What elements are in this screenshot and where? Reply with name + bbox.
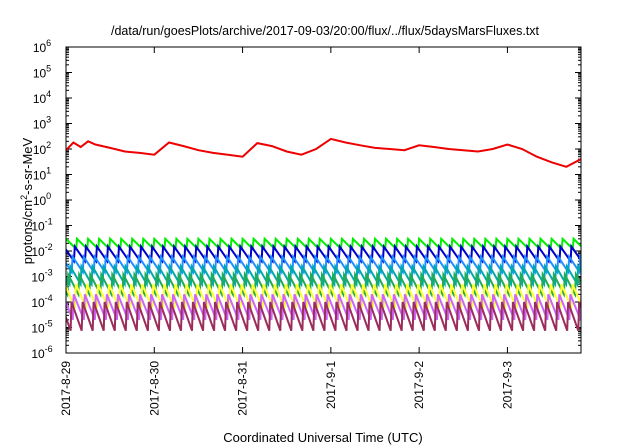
plot-frame xyxy=(65,46,582,354)
series-line-5 xyxy=(66,262,581,288)
y-tick-label: 10-2 xyxy=(31,242,52,259)
y-tick-base: 10 xyxy=(33,92,47,106)
y-tick-exponent: -6 xyxy=(45,344,53,354)
y-tick-label: 10-6 xyxy=(31,344,52,361)
x-tick-label: 2017-9-1 xyxy=(324,361,338,409)
x-tick-label: 2017-9-3 xyxy=(500,361,514,409)
y-tick-label: 10-3 xyxy=(31,268,52,285)
series-line-8 xyxy=(66,293,581,321)
y-tick-base: 10 xyxy=(31,296,45,310)
y-tick-exponent: 3 xyxy=(46,115,51,125)
series-line-2 xyxy=(66,236,581,252)
x-tick-label: 2017-8-31 xyxy=(236,361,250,416)
y-tick-label: 10-1 xyxy=(31,217,52,234)
y-tick-exponent: 4 xyxy=(46,89,51,99)
y-tick-base: 10 xyxy=(31,347,45,361)
y-tick-exponent: -2 xyxy=(45,242,53,252)
y-tick-label: 101 xyxy=(33,166,51,183)
y-tick-label: 10-5 xyxy=(31,319,52,336)
y-tick-label: 105 xyxy=(33,64,51,81)
y-tick-base: 10 xyxy=(31,220,45,234)
y-tick-label: 100 xyxy=(33,191,51,208)
y-tick-exponent: -3 xyxy=(45,268,53,278)
y-tick-label: 106 xyxy=(33,38,51,55)
series-line-4 xyxy=(66,253,581,276)
y-tick-base: 10 xyxy=(33,41,47,55)
x-tick-label: 2017-8-30 xyxy=(147,361,161,416)
y-tick-base: 10 xyxy=(33,67,47,81)
plot-area: 10-610-510-410-310-210-11001011021031041… xyxy=(31,38,582,416)
y-tick-base: 10 xyxy=(31,322,45,336)
y-tick-exponent: 1 xyxy=(46,166,51,176)
x-tick-label: 2017-9-2 xyxy=(412,361,426,409)
y-tick-base: 10 xyxy=(33,143,47,157)
y-tick-label: 104 xyxy=(33,89,51,106)
series-line-9 xyxy=(66,301,581,332)
y-tick-exponent: -1 xyxy=(45,217,53,227)
y-axis-title: protons/cm2-s-sr-MeV xyxy=(19,137,35,264)
y-tick-exponent: -4 xyxy=(45,293,53,303)
y-tick-base: 10 xyxy=(31,245,45,259)
y-axis-title-suffix: -s-sr-MeV xyxy=(20,137,35,194)
x-axis-title: Coordinated Universal Time (UTC) xyxy=(223,430,422,445)
y-tick-base: 10 xyxy=(33,118,47,132)
y-axis-title-sup: 2 xyxy=(19,195,29,200)
series-group xyxy=(66,137,581,332)
y-tick-base: 10 xyxy=(33,169,47,183)
y-tick-base: 10 xyxy=(33,194,47,208)
series-line-6 xyxy=(66,270,581,299)
y-tick-label: 10-4 xyxy=(31,293,52,310)
y-tick-exponent: 5 xyxy=(46,64,51,74)
y-tick-exponent: 2 xyxy=(46,140,51,150)
x-tick-label: 2017-8-29 xyxy=(59,361,73,416)
y-tick-exponent: -5 xyxy=(45,319,53,329)
series-line-1 xyxy=(66,137,581,168)
y-tick-base: 10 xyxy=(31,271,45,285)
chart-title: /data/run/goesPlots/archive/2017-09-03/2… xyxy=(111,24,540,38)
y-axis-title-prefix: protons/cm xyxy=(20,200,35,264)
series-line-7 xyxy=(66,283,581,309)
y-tick-label: 102 xyxy=(33,140,51,157)
y-tick-exponent: 0 xyxy=(46,191,51,201)
y-tick-label: 103 xyxy=(33,115,51,132)
y-tick-exponent: 6 xyxy=(46,38,51,48)
series-line-3 xyxy=(66,243,581,265)
